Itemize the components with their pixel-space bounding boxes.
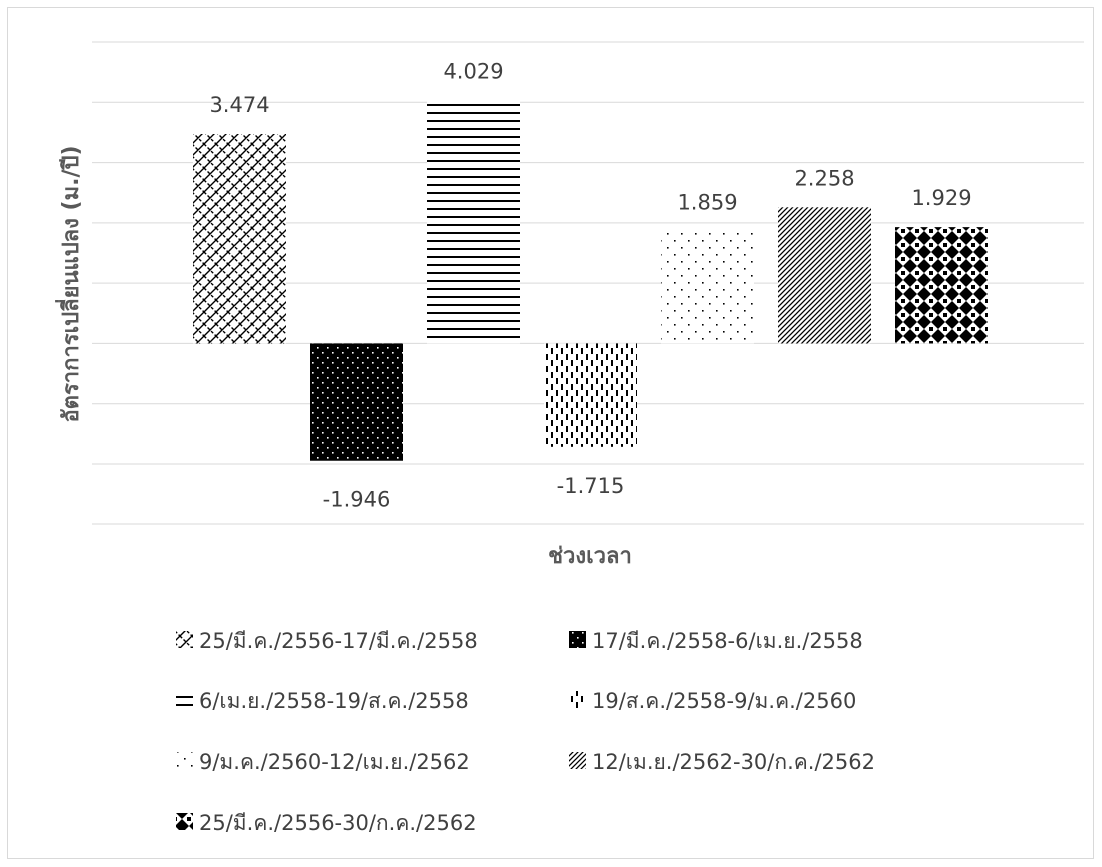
legend-label: 19/ส.ค./2558-9/ม.ค./2560 xyxy=(592,689,856,713)
legend-swatch xyxy=(176,813,193,830)
data-label-3: 4.029 xyxy=(443,60,503,84)
bar-7 xyxy=(895,227,988,344)
legend-item-7: 25/มี.ค./2556-30/ก.ค./2562 xyxy=(176,811,477,835)
legend-swatch xyxy=(569,631,586,648)
legend-item-1: 25/มี.ค./2556-17/มี.ค./2558 xyxy=(176,629,478,653)
bar-5 xyxy=(661,231,754,344)
data-label-5: 1.859 xyxy=(677,190,737,214)
legend-swatch xyxy=(176,691,193,708)
legend-swatch xyxy=(176,631,193,648)
y-axis-title: อัตราการเปลี่ยนแปลง (ม./ปี) xyxy=(54,145,84,422)
bar-6 xyxy=(778,207,871,344)
bar-3 xyxy=(427,100,520,344)
legend-label: 6/เม.ย./2558-19/ส.ค./2558 xyxy=(199,689,469,713)
legend-swatch xyxy=(569,691,586,708)
bar-4 xyxy=(544,343,637,447)
data-label-1: 3.474 xyxy=(209,93,269,117)
legend-label: 17/มี.ค./2558-6/เม.ย./2558 xyxy=(592,629,863,653)
legend-item-2: 17/มี.ค./2558-6/เม.ย./2558 xyxy=(569,629,863,653)
data-labels: 3.474 -1.946 4.029 -1.715 1.859 2.258 1.929 xyxy=(209,60,971,512)
legend-swatch xyxy=(176,752,193,769)
bar-2 xyxy=(310,343,403,461)
gridlines xyxy=(92,41,1084,525)
legend-label: 25/มี.ค./2556-30/ก.ค./2562 xyxy=(199,811,477,835)
legend-label: 9/ม.ค./2560-12/เม.ย./2562 xyxy=(199,750,470,774)
legend-item-5: 9/ม.ค./2560-12/เม.ย./2562 xyxy=(176,750,470,774)
bars xyxy=(193,100,988,461)
legend: 25/มี.ค./2556-17/มี.ค./2558 17/มี.ค./2558… xyxy=(176,629,875,835)
legend-label: 12/เม.ย./2562-30/ก.ค./2562 xyxy=(592,750,875,774)
legend-item-6: 12/เม.ย./2562-30/ก.ค./2562 xyxy=(569,750,875,774)
legend-label: 25/มี.ค./2556-17/มี.ค./2558 xyxy=(199,629,478,653)
legend-item-4: 19/ส.ค./2558-9/ม.ค./2560 xyxy=(569,689,856,713)
x-axis-title: ช่วงเวลา xyxy=(548,544,632,569)
data-label-2: -1.946 xyxy=(323,488,391,512)
legend-swatch xyxy=(569,752,586,769)
data-label-4: -1.715 xyxy=(557,474,625,498)
data-label-6: 2.258 xyxy=(794,166,854,190)
legend-item-3: 6/เม.ย./2558-19/ส.ค./2558 xyxy=(176,689,469,713)
bar-1 xyxy=(193,133,286,344)
data-label-7: 1.929 xyxy=(911,186,971,210)
